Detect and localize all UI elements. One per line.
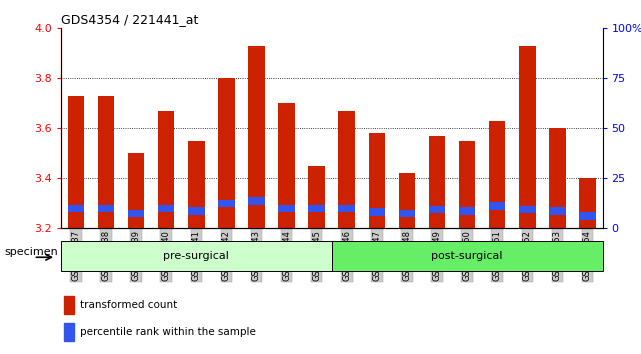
Bar	[459, 207, 476, 215]
Bar	[98, 205, 114, 212]
Bar	[549, 207, 565, 215]
Bar	[128, 210, 144, 217]
Bar	[278, 103, 295, 228]
Bar	[579, 178, 595, 228]
Bar	[369, 209, 385, 216]
Bar	[369, 133, 385, 228]
Bar	[128, 153, 144, 228]
Text: post-surgical: post-surgical	[431, 251, 503, 261]
Bar	[519, 46, 536, 228]
Bar	[549, 129, 565, 228]
Bar	[489, 121, 506, 228]
Bar	[459, 141, 476, 228]
Bar	[308, 205, 325, 212]
Bar	[338, 111, 355, 228]
Bar	[158, 205, 174, 212]
Bar	[188, 141, 204, 228]
Text: percentile rank within the sample: percentile rank within the sample	[80, 327, 256, 337]
Bar	[98, 96, 114, 228]
Bar	[308, 166, 325, 228]
Bar	[248, 46, 265, 228]
Bar	[489, 202, 506, 210]
Bar	[68, 96, 84, 228]
Bar	[218, 78, 235, 228]
Bar	[429, 136, 445, 228]
Bar	[278, 205, 295, 212]
Bar	[579, 212, 595, 219]
Bar	[188, 207, 204, 215]
FancyBboxPatch shape	[61, 241, 332, 271]
Bar	[248, 197, 265, 205]
Text: transformed count: transformed count	[80, 300, 178, 310]
Text: GDS4354 / 221441_at: GDS4354 / 221441_at	[61, 13, 198, 26]
Text: specimen: specimen	[5, 247, 58, 257]
Bar	[64, 296, 74, 314]
Bar	[429, 206, 445, 213]
Bar	[64, 323, 74, 341]
Bar	[399, 173, 415, 228]
Bar	[519, 206, 536, 213]
Bar	[158, 111, 174, 228]
Text: pre-surgical: pre-surgical	[163, 251, 229, 261]
Bar	[399, 210, 415, 217]
Bar	[338, 205, 355, 212]
Bar	[218, 200, 235, 207]
FancyBboxPatch shape	[332, 241, 603, 271]
Bar	[68, 205, 84, 212]
